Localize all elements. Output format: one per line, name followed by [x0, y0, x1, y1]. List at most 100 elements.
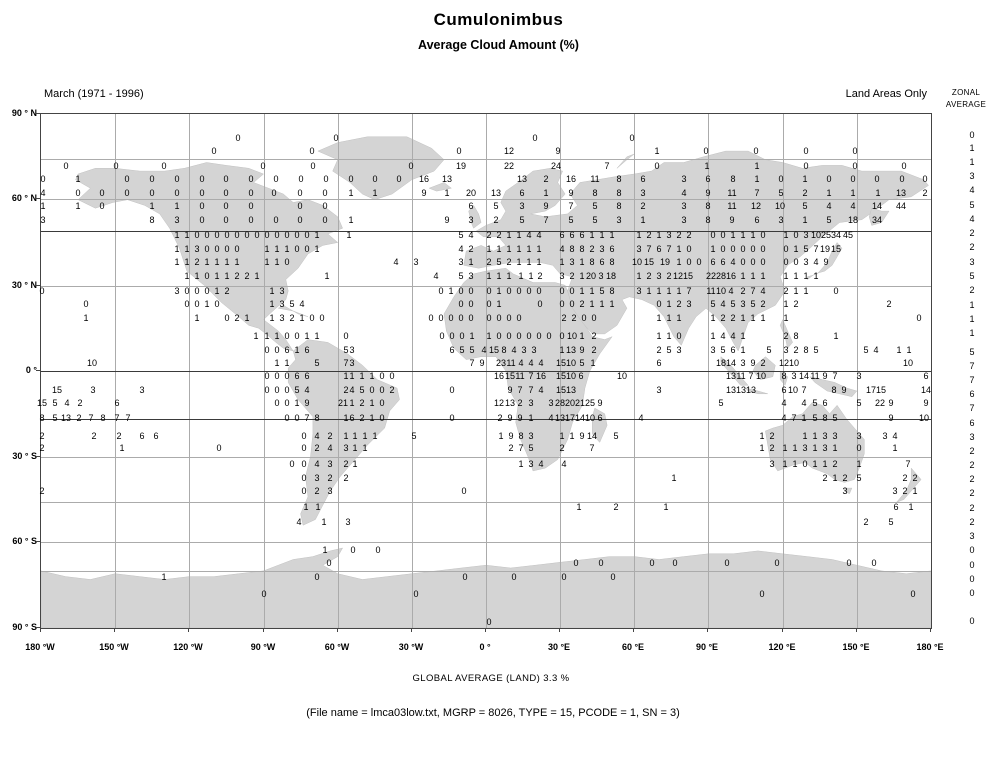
- grid-value: 8: [569, 244, 575, 254]
- grid-value: 2: [589, 244, 595, 254]
- grid-value: 7: [791, 413, 797, 423]
- grid-value: 9: [479, 358, 485, 368]
- grid-value: 0: [204, 244, 210, 254]
- grid-value: 2: [343, 473, 349, 483]
- grid-value: 3: [139, 385, 145, 395]
- grid-value: 5: [888, 517, 894, 527]
- zonal-average-value: 0: [969, 616, 975, 626]
- zonal-average-value: 2: [969, 460, 975, 470]
- grid-value: 5: [458, 271, 464, 281]
- grid-value: 4: [518, 358, 524, 368]
- grid-value: 1: [875, 188, 881, 198]
- grid-value: 1: [518, 271, 524, 281]
- grid-value: 0: [204, 286, 210, 296]
- grid-value: 4: [299, 299, 305, 309]
- grid-value: 1: [856, 459, 862, 469]
- grid-value: 9: [568, 188, 574, 198]
- grid-value: 0: [710, 230, 716, 240]
- grid-value: 6: [609, 244, 615, 254]
- grid-value: 2: [359, 413, 365, 423]
- grid-value: 2: [902, 486, 908, 496]
- grid-value: 6: [349, 413, 355, 423]
- grid-value: 7: [748, 371, 754, 381]
- grid-value: 19: [659, 257, 671, 267]
- grid-value: 11: [706, 286, 716, 296]
- grid-value: 0: [803, 146, 809, 156]
- grid-value: 4: [730, 257, 736, 267]
- grid-value: 1: [646, 286, 652, 296]
- grid-value: 16: [535, 371, 547, 381]
- grid-value: 0: [783, 257, 789, 267]
- grid-value: 15: [555, 371, 567, 381]
- grid-value: 3: [640, 188, 646, 198]
- grid-value: 2: [822, 473, 828, 483]
- grid-value: 15: [488, 345, 500, 355]
- grid-value: 4: [720, 331, 726, 341]
- longitude-label: 90 °E: [695, 642, 719, 652]
- grid-value: 3: [521, 345, 527, 355]
- grid-value: 9: [841, 385, 847, 395]
- grid-value: 1: [468, 257, 474, 267]
- grid-value: 3: [345, 517, 351, 527]
- grid-value: 4: [458, 244, 464, 254]
- grid-value: 1: [666, 299, 672, 309]
- grid-value: 0: [369, 385, 375, 395]
- grid-value: 0: [235, 133, 241, 143]
- grid-value: 10: [616, 371, 628, 381]
- grid-value: 0: [783, 244, 789, 254]
- grid-value: 18: [715, 358, 727, 368]
- lat-tick: [36, 627, 40, 628]
- zonal-average-value: 2: [969, 474, 975, 484]
- grid-value: 5: [359, 385, 365, 395]
- grid-value: 0: [456, 146, 462, 156]
- grid-value: 15: [36, 398, 48, 408]
- grid-value: 1: [322, 545, 328, 555]
- grid-value: 0: [532, 133, 538, 143]
- grid-value: 3: [783, 345, 789, 355]
- grid-value: 17: [564, 413, 576, 423]
- grid-value: 1: [352, 443, 358, 453]
- grid-value: 1: [599, 299, 605, 309]
- grid-value: 10: [755, 371, 767, 381]
- grid-value: 3: [468, 215, 474, 225]
- grid-value: 0: [379, 398, 385, 408]
- grid-value: 6: [569, 230, 575, 240]
- grid-value: 0: [75, 188, 81, 198]
- lon-tick: [411, 628, 412, 632]
- grid-value: 0: [350, 545, 356, 555]
- grid-value: 3: [778, 215, 784, 225]
- grid-value: 4: [559, 244, 565, 254]
- grid-value: 0: [802, 459, 808, 469]
- grid-value: 13: [490, 188, 502, 198]
- grid-value: 19: [819, 244, 831, 254]
- grid-value: 8: [616, 188, 622, 198]
- grid-value: 14: [798, 371, 810, 381]
- grid-value: 1: [184, 244, 190, 254]
- grid-value: 1: [526, 244, 532, 254]
- grid-value: 5: [766, 345, 772, 355]
- grid-value: 0: [750, 257, 756, 267]
- grid-value: 34: [830, 230, 842, 240]
- grid-value: 3: [791, 371, 797, 381]
- grid-value: 0: [199, 215, 205, 225]
- grid-value: 7: [666, 244, 672, 254]
- grid-value: 1: [184, 230, 190, 240]
- grid-value: 1: [793, 244, 799, 254]
- grid-value: 1: [516, 244, 522, 254]
- grid-value: 1: [75, 201, 81, 211]
- lon-tick: [114, 628, 115, 632]
- latitude-label: 60 ° S: [12, 536, 37, 546]
- grid-value: 10: [810, 230, 822, 240]
- lon-tick: [930, 628, 931, 632]
- grid-value: 0: [39, 286, 45, 296]
- grid-value: 0: [199, 174, 205, 184]
- grid-value: 0: [284, 331, 290, 341]
- zonal-average-value: 2: [969, 488, 975, 498]
- grid-value: 2: [802, 188, 808, 198]
- grid-value: 8: [781, 371, 787, 381]
- grid-value: 15: [682, 271, 694, 281]
- grid-value: 2: [314, 486, 320, 496]
- grid-value: 3: [519, 201, 525, 211]
- grid-value: 5: [750, 299, 756, 309]
- grid-value: 0: [284, 398, 290, 408]
